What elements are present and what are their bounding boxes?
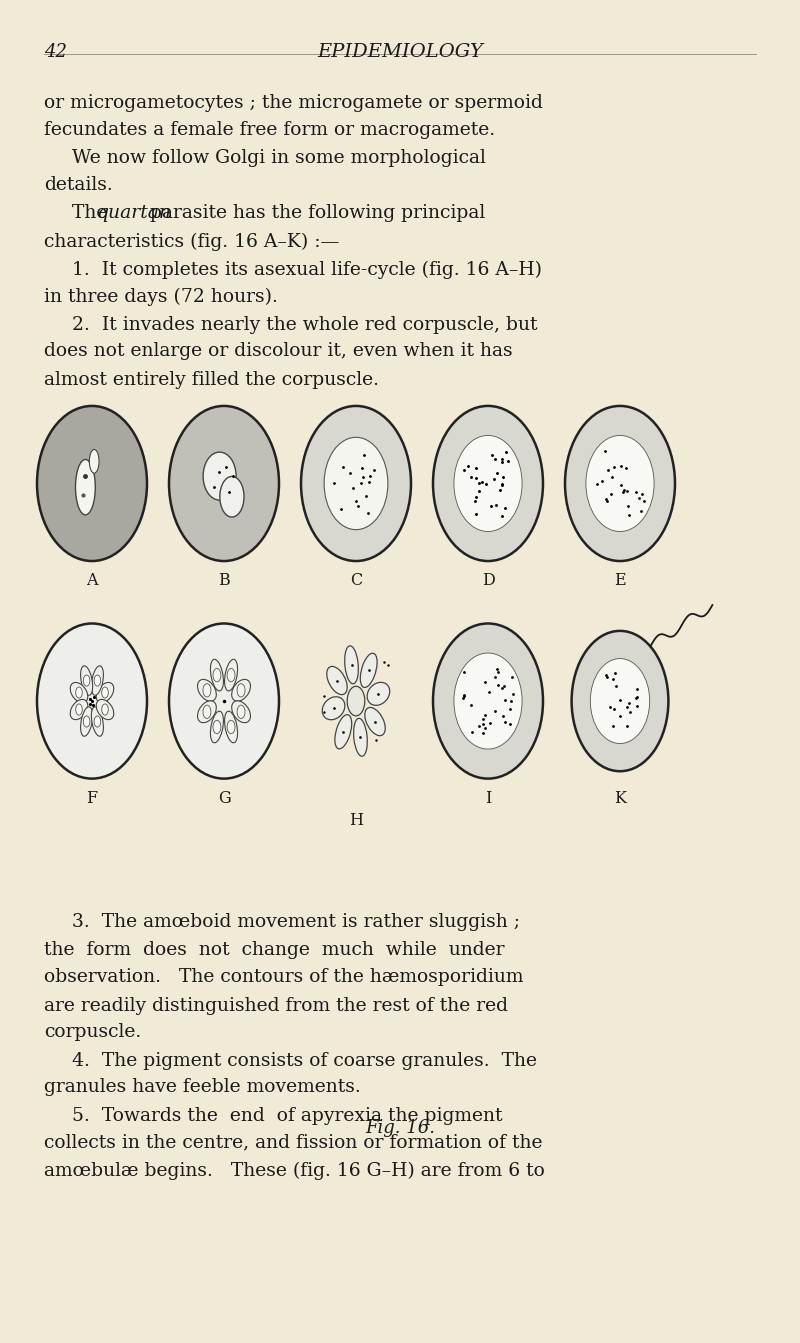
Text: corpuscle.: corpuscle.: [44, 1023, 142, 1041]
Ellipse shape: [90, 450, 99, 473]
Ellipse shape: [454, 435, 522, 532]
Text: K: K: [614, 790, 626, 807]
Circle shape: [213, 720, 221, 733]
Text: details.: details.: [44, 176, 113, 193]
Ellipse shape: [565, 406, 675, 561]
Circle shape: [83, 676, 90, 686]
Text: C: C: [350, 572, 362, 590]
Text: granules have feeble movements.: granules have feeble movements.: [44, 1078, 361, 1096]
Text: are readily distinguished from the rest of the red: are readily distinguished from the rest …: [44, 997, 508, 1014]
Ellipse shape: [324, 438, 388, 529]
Text: almost entirely filled the corpuscle.: almost entirely filled the corpuscle.: [44, 371, 379, 388]
Text: quartan: quartan: [96, 204, 171, 222]
Text: the  form  does  not  change  much  while  under: the form does not change much while unde…: [44, 941, 505, 959]
Ellipse shape: [433, 623, 543, 779]
Text: D: D: [482, 572, 494, 590]
Ellipse shape: [81, 666, 93, 696]
Ellipse shape: [81, 706, 93, 736]
Ellipse shape: [210, 712, 223, 743]
Ellipse shape: [433, 406, 543, 561]
Circle shape: [83, 716, 90, 727]
Ellipse shape: [169, 623, 279, 779]
Text: parasite has the following principal: parasite has the following principal: [144, 204, 486, 222]
Ellipse shape: [96, 700, 114, 720]
Ellipse shape: [203, 453, 236, 500]
Circle shape: [347, 686, 365, 716]
Circle shape: [203, 705, 211, 719]
Text: E: E: [614, 572, 626, 590]
Ellipse shape: [232, 701, 250, 723]
Circle shape: [102, 688, 108, 698]
Ellipse shape: [345, 646, 358, 684]
Ellipse shape: [220, 477, 244, 517]
Text: B: B: [218, 572, 230, 590]
Ellipse shape: [354, 719, 367, 756]
Text: A: A: [86, 572, 98, 590]
Circle shape: [102, 704, 108, 714]
Ellipse shape: [367, 682, 390, 705]
Circle shape: [203, 684, 211, 697]
Text: Fig. 16.: Fig. 16.: [365, 1119, 435, 1136]
Ellipse shape: [91, 706, 103, 736]
Text: in three days (72 hours).: in three days (72 hours).: [44, 287, 278, 306]
Circle shape: [237, 684, 245, 697]
Text: 3.  The amœboid movement is rather sluggish ;: 3. The amœboid movement is rather sluggi…: [72, 913, 520, 931]
Text: 1.  It completes its asexual life-cycle (fig. 16 A–H): 1. It completes its asexual life-cycle (…: [72, 261, 542, 279]
Ellipse shape: [91, 666, 103, 696]
Text: or microgametocytes ; the microgamete or spermoid: or microgametocytes ; the microgamete or…: [44, 94, 543, 111]
Circle shape: [76, 688, 82, 698]
Ellipse shape: [326, 666, 347, 694]
Text: collects in the centre, and fission or formation of the: collects in the centre, and fission or f…: [44, 1133, 542, 1151]
Circle shape: [237, 705, 245, 719]
Ellipse shape: [322, 697, 345, 720]
Circle shape: [94, 716, 101, 727]
Text: 2.  It invades nearly the whole red corpuscle, but: 2. It invades nearly the whole red corpu…: [72, 316, 538, 333]
Text: observation.   The contours of the hæmosporidium: observation. The contours of the hæmospo…: [44, 968, 523, 986]
Ellipse shape: [96, 682, 114, 702]
Ellipse shape: [454, 653, 522, 749]
Circle shape: [213, 669, 221, 682]
Circle shape: [94, 676, 101, 686]
Text: The: The: [72, 204, 114, 222]
Ellipse shape: [169, 406, 279, 561]
Text: 4.  The pigment consists of coarse granules.  The: 4. The pigment consists of coarse granul…: [72, 1052, 537, 1069]
Text: H: H: [349, 811, 363, 829]
Circle shape: [227, 720, 235, 733]
Text: We now follow Golgi in some morphological: We now follow Golgi in some morphologica…: [72, 149, 486, 167]
Ellipse shape: [360, 653, 377, 688]
Text: does not enlarge or discolour it, even when it has: does not enlarge or discolour it, even w…: [44, 342, 513, 360]
Ellipse shape: [232, 680, 250, 701]
Ellipse shape: [210, 659, 223, 690]
Ellipse shape: [198, 701, 216, 723]
Ellipse shape: [198, 680, 216, 701]
Ellipse shape: [225, 659, 238, 690]
Text: F: F: [86, 790, 98, 807]
Text: 42: 42: [44, 43, 67, 60]
Ellipse shape: [70, 700, 88, 720]
Ellipse shape: [37, 623, 147, 779]
Ellipse shape: [70, 682, 88, 702]
Text: I: I: [485, 790, 491, 807]
Ellipse shape: [571, 631, 669, 771]
Circle shape: [76, 704, 82, 714]
Ellipse shape: [590, 658, 650, 744]
Text: EPIDEMIOLOGY: EPIDEMIOLOGY: [317, 43, 483, 60]
Ellipse shape: [301, 406, 411, 561]
Text: amœbulæ begins.   These (fig. 16 G–H) are from 6 to: amœbulæ begins. These (fig. 16 G–H) are …: [44, 1162, 545, 1180]
Ellipse shape: [37, 406, 147, 561]
Text: characteristics (fig. 16 A–K) :—: characteristics (fig. 16 A–K) :—: [44, 232, 339, 251]
Ellipse shape: [75, 459, 95, 514]
Ellipse shape: [225, 712, 238, 743]
Text: fecundates a female free form or macrogamete.: fecundates a female free form or macroga…: [44, 121, 495, 138]
Ellipse shape: [365, 708, 386, 736]
Text: G: G: [218, 790, 230, 807]
Ellipse shape: [586, 435, 654, 532]
Circle shape: [227, 669, 235, 682]
Text: 5.  Towards the  end  of apyrexia the pigment: 5. Towards the end of apyrexia the pigme…: [72, 1107, 502, 1124]
Ellipse shape: [335, 714, 352, 749]
